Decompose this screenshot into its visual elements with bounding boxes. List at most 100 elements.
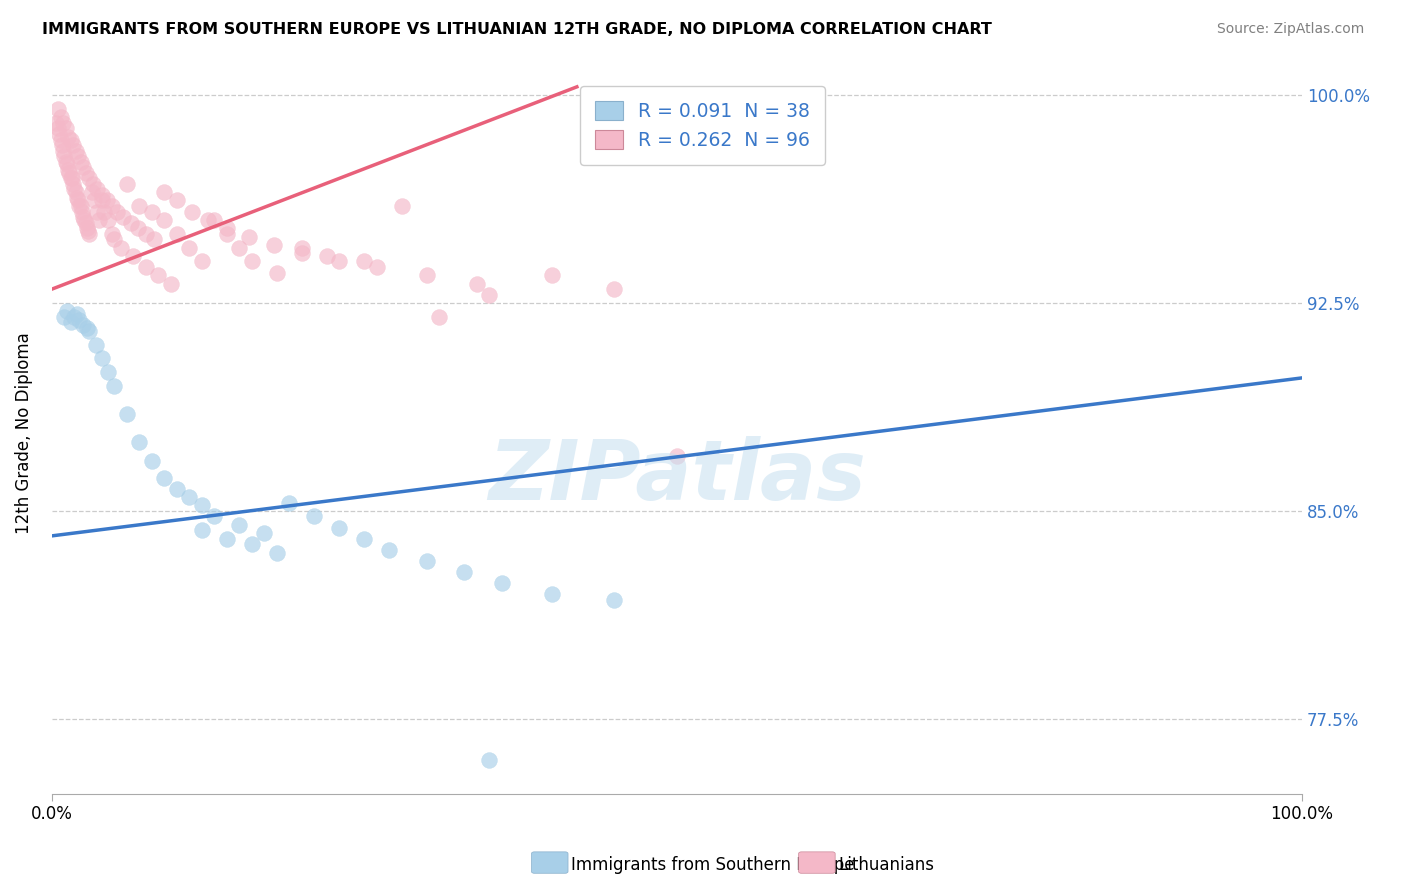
Point <box>52 144 75 158</box>
Point <box>328 254 350 268</box>
Point <box>46 102 69 116</box>
Point <box>80 185 103 199</box>
Point <box>603 592 626 607</box>
Point <box>110 241 132 255</box>
Point <box>263 237 285 252</box>
Point <box>63 182 86 196</box>
Point <box>143 232 166 246</box>
Point <box>51 138 73 153</box>
Point <box>82 177 104 191</box>
Point <box>478 287 501 301</box>
Point <box>66 149 89 163</box>
Y-axis label: 12th Grade, No Diploma: 12th Grade, No Diploma <box>15 333 32 534</box>
Point <box>179 490 201 504</box>
Point <box>278 495 301 509</box>
Point <box>62 177 84 191</box>
Point <box>128 199 150 213</box>
Point <box>266 266 288 280</box>
Point <box>166 194 188 208</box>
Point <box>55 304 77 318</box>
Point <box>304 509 326 524</box>
Text: Immigrants from Southern Europe: Immigrants from Southern Europe <box>571 856 855 874</box>
Point <box>100 227 122 241</box>
Point <box>366 260 388 274</box>
Point <box>97 213 120 227</box>
Point <box>48 127 70 141</box>
Point <box>55 121 77 136</box>
Point <box>67 312 90 326</box>
Point <box>53 310 76 324</box>
Point <box>478 753 501 767</box>
Point <box>603 282 626 296</box>
Point <box>416 268 439 283</box>
Point <box>291 246 314 260</box>
Point <box>93 204 115 219</box>
Point <box>66 191 89 205</box>
Point <box>56 129 79 144</box>
Point <box>416 554 439 568</box>
Legend: R = 0.091  N = 38, R = 0.262  N = 96: R = 0.091 N = 38, R = 0.262 N = 96 <box>581 86 825 165</box>
Point <box>46 121 69 136</box>
Point <box>49 132 72 146</box>
Point <box>180 204 202 219</box>
Point <box>228 241 250 255</box>
Point <box>66 307 89 321</box>
Point <box>153 471 176 485</box>
Point <box>69 154 91 169</box>
Point <box>86 182 108 196</box>
Point <box>76 221 98 235</box>
Point <box>59 132 82 146</box>
Point <box>77 171 100 186</box>
Point <box>240 254 263 268</box>
Point <box>465 277 488 291</box>
Point <box>67 199 90 213</box>
Point <box>665 449 688 463</box>
Text: Lithuanians: Lithuanians <box>838 856 934 874</box>
Point <box>127 221 149 235</box>
Point <box>115 407 138 421</box>
Point <box>72 210 94 224</box>
Point <box>153 213 176 227</box>
Point <box>391 199 413 213</box>
Point <box>541 268 564 283</box>
Point <box>60 171 83 186</box>
Point <box>90 194 112 208</box>
Point <box>353 254 375 268</box>
Point <box>77 324 100 338</box>
Point <box>58 166 80 180</box>
Point <box>453 565 475 579</box>
Point <box>153 185 176 199</box>
Point <box>253 526 276 541</box>
Point <box>77 224 100 238</box>
Point <box>63 310 86 324</box>
Point <box>100 199 122 213</box>
Point <box>70 204 93 219</box>
Point <box>378 542 401 557</box>
Point <box>191 254 214 268</box>
Point <box>427 310 450 324</box>
Point <box>59 315 82 329</box>
Point <box>215 532 238 546</box>
Point <box>53 149 76 163</box>
Point <box>90 188 112 202</box>
Point <box>65 144 87 158</box>
Text: ZIPatlas: ZIPatlas <box>488 436 866 517</box>
Point <box>52 116 75 130</box>
Point <box>76 321 98 335</box>
Point <box>215 227 238 241</box>
Point <box>111 210 134 224</box>
Point <box>141 454 163 468</box>
Point <box>135 260 157 274</box>
Point <box>215 221 238 235</box>
Point <box>353 532 375 546</box>
Point <box>240 537 263 551</box>
Point <box>84 337 107 351</box>
Point <box>202 213 225 227</box>
Point <box>491 576 513 591</box>
Point <box>72 160 94 174</box>
Point <box>103 379 125 393</box>
Point <box>66 194 89 208</box>
Point <box>191 499 214 513</box>
Point <box>541 587 564 601</box>
Point <box>191 524 214 538</box>
